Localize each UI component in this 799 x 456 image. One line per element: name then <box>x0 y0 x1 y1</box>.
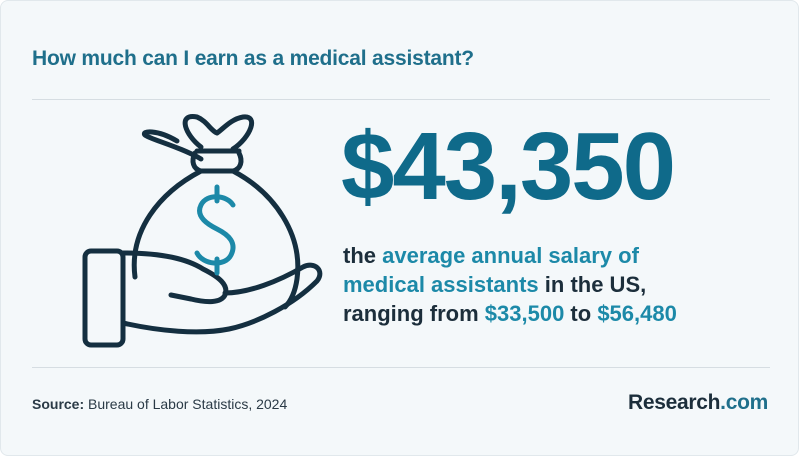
brand-name: Research <box>628 391 721 414</box>
source-citation: Source: Bureau of Labor Statistics, 2024 <box>32 396 287 412</box>
desc-highlight: medical assistants <box>343 272 539 297</box>
page-title: How much can I earn as a medical assista… <box>32 47 474 70</box>
money-bag-in-hand-icon <box>79 109 329 359</box>
range-low-value: $33,500 <box>484 301 565 326</box>
bottom-divider <box>32 367 770 368</box>
range-high-value: $56,480 <box>597 301 677 326</box>
salary-description: the average annual salary of medical ass… <box>343 241 763 328</box>
brand-logo: Research.com <box>628 391 768 415</box>
top-divider <box>32 99 770 100</box>
average-salary-value: $43,350 <box>341 113 676 220</box>
desc-text: to <box>564 301 598 326</box>
desc-text: ranging from <box>343 301 485 326</box>
desc-text: in the US, <box>538 272 647 297</box>
desc-text: the <box>343 243 383 268</box>
source-label: Source: <box>32 396 85 412</box>
brand-suffix: .com <box>720 391 768 414</box>
desc-highlight: average annual salary of <box>382 243 639 268</box>
source-text: Bureau of Labor Statistics, 2024 <box>84 396 288 412</box>
